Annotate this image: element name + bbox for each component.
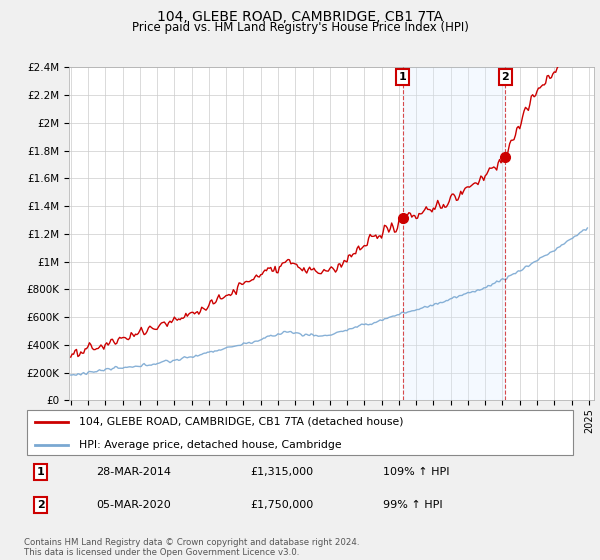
Text: £1,315,000: £1,315,000: [250, 467, 313, 477]
Text: 104, GLEBE ROAD, CAMBRIDGE, CB1 7TA: 104, GLEBE ROAD, CAMBRIDGE, CB1 7TA: [157, 10, 443, 24]
Text: 99% ↑ HPI: 99% ↑ HPI: [383, 500, 442, 510]
Bar: [403, 67, 505, 400]
Text: 1: 1: [37, 467, 44, 477]
Text: Contains HM Land Registry data © Crown copyright and database right 2024.
This d: Contains HM Land Registry data © Crown c…: [24, 538, 359, 557]
Text: 2: 2: [37, 500, 44, 510]
Text: 05-MAR-2020: 05-MAR-2020: [96, 500, 170, 510]
Text: HPI: Average price, detached house, Cambridge: HPI: Average price, detached house, Camb…: [79, 440, 342, 450]
Text: 104, GLEBE ROAD, CAMBRIDGE, CB1 7TA (detached house): 104, GLEBE ROAD, CAMBRIDGE, CB1 7TA (det…: [79, 417, 404, 427]
Text: 109% ↑ HPI: 109% ↑ HPI: [383, 467, 449, 477]
Text: Price paid vs. HM Land Registry's House Price Index (HPI): Price paid vs. HM Land Registry's House …: [131, 21, 469, 34]
FancyBboxPatch shape: [27, 410, 573, 455]
Text: £1,750,000: £1,750,000: [250, 500, 314, 510]
Text: 2: 2: [502, 72, 509, 82]
Text: 28-MAR-2014: 28-MAR-2014: [96, 467, 171, 477]
Text: 1: 1: [399, 72, 407, 82]
